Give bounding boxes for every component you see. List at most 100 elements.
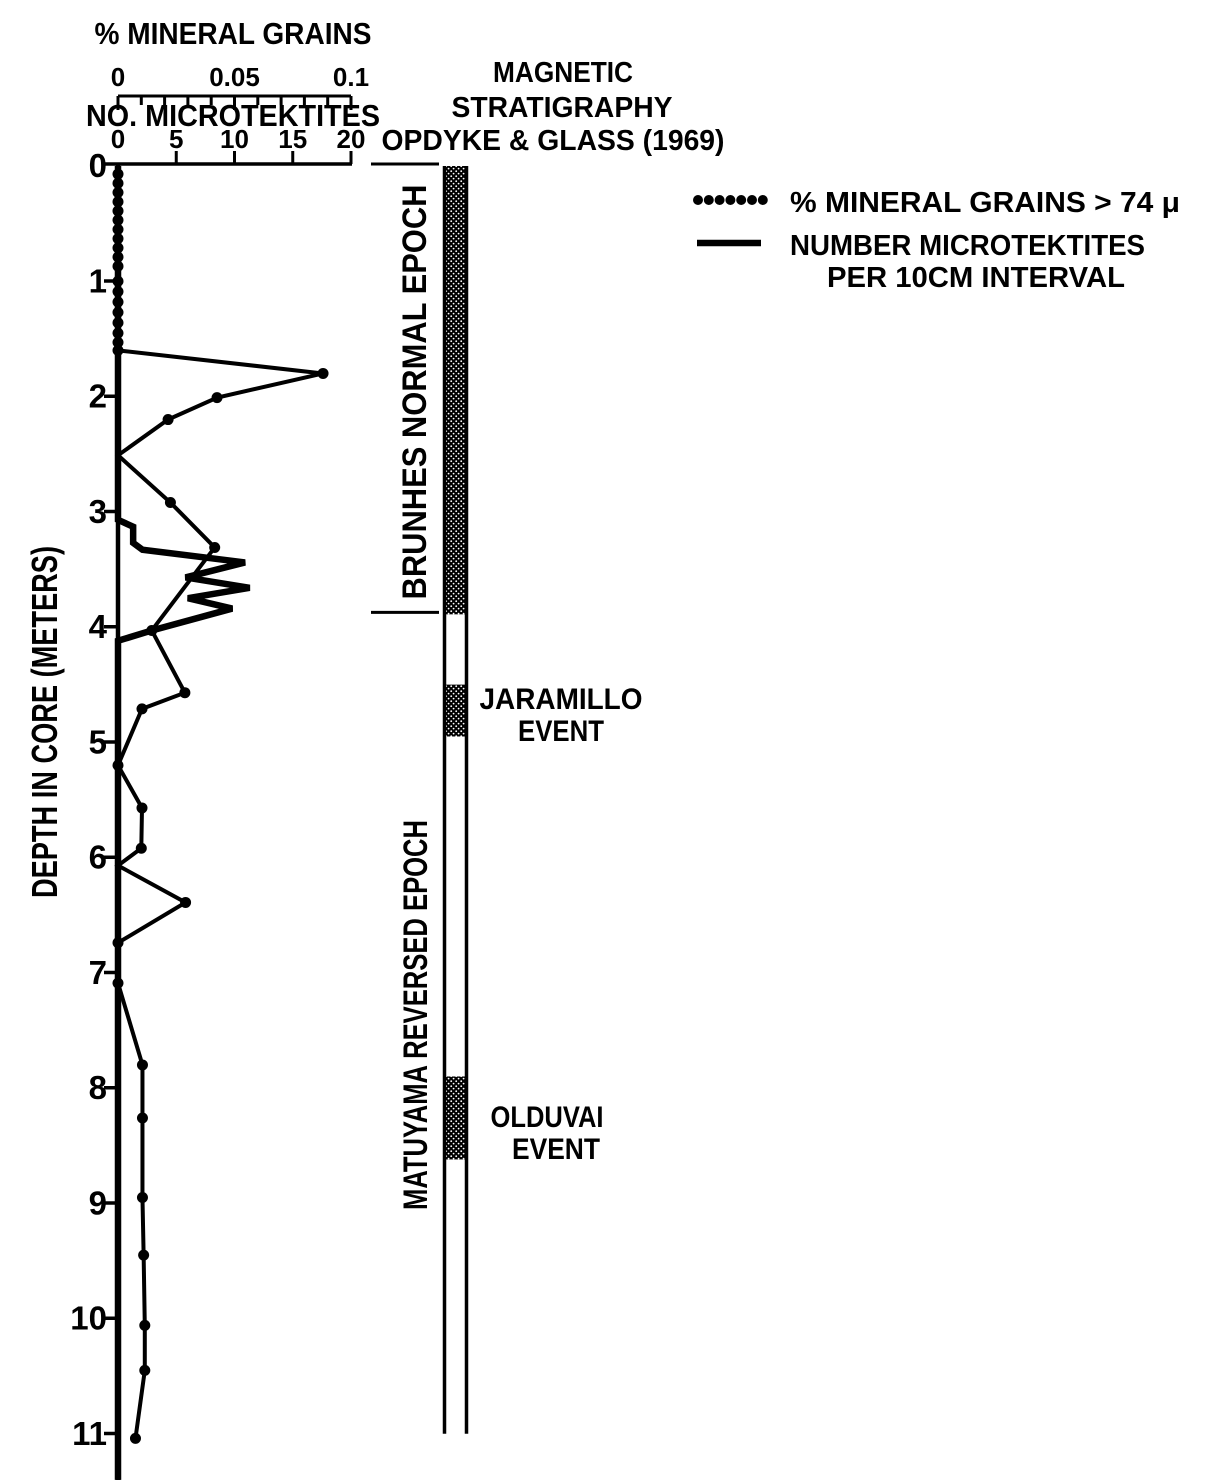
mineral-grains-data-point — [138, 1249, 150, 1261]
olduvai-event-label-line2: EVENT — [512, 1133, 600, 1166]
depth-axis-title: DEPTH IN CORE (METERS) — [24, 546, 65, 898]
mineral-grains-data-point — [112, 260, 124, 272]
curves-layer — [112, 166, 329, 1480]
mineral-grains-data-point — [112, 759, 124, 771]
strat-header-line1: MAGNETIC — [493, 57, 633, 89]
jaramillo-event-label-line2: EVENT — [518, 715, 604, 748]
mineral-grains-data-point — [112, 336, 124, 348]
event-fill-olduvai — [446, 1076, 465, 1160]
mineral-grains-data-point — [112, 977, 124, 989]
strat-header-line3: OPDYKE & GLASS (1969) — [382, 125, 725, 157]
depth-axis-tick-label: 6 — [89, 839, 107, 876]
mineral-grains-data-point — [112, 187, 124, 199]
matuyama-epoch-label: MATUYAMA REVERSED EPOCH — [397, 820, 435, 1210]
mineral-grains-data-point — [112, 251, 124, 263]
legend-dotted-line-symbol — [693, 195, 703, 205]
depth-axis-tick-label: 10 — [70, 1300, 107, 1337]
microtektites-axis-tick-label: 0 — [111, 124, 125, 154]
depth-axis-tick — [104, 1431, 117, 1436]
depth-axis-tick — [104, 1316, 117, 1320]
legend-dotted-line-symbol — [703, 195, 714, 205]
mineral-grains-data-point — [112, 306, 124, 318]
mineral-grains-data-point — [112, 344, 124, 356]
depth-axis-tick-label: 0 — [89, 147, 107, 184]
mineral-grains-data-point — [112, 223, 124, 235]
mineral-grains-data-point — [112, 196, 124, 208]
depth-axis-tick-label: 1 — [89, 262, 107, 299]
depth-axis-tick-label: 7 — [89, 954, 107, 991]
olduvai-event-label-line1: OLDUVAI — [491, 1101, 604, 1134]
mineral-grains-data-point — [112, 937, 124, 949]
mineral-grains-data-point — [136, 1191, 148, 1203]
depth-axis-tick — [104, 1201, 117, 1205]
depth-axis-tick — [104, 855, 117, 859]
curve-mineral-grains — [114, 168, 324, 1439]
mineral-grains-data-point — [180, 896, 192, 908]
mineral-grains-data-point — [162, 414, 174, 426]
mineral-grains-data-point — [209, 541, 221, 553]
mineral-axis-title: % MINERAL GRAINS — [95, 16, 372, 51]
mineral-grains-data-point — [129, 1432, 141, 1444]
mineral-axis-tick-label: 0.05 — [209, 62, 260, 92]
legend-dotted-line-symbol — [747, 195, 757, 205]
depth-axis-tick-label: 8 — [89, 1069, 107, 1106]
mineral-grains-data-point — [164, 497, 176, 509]
epoch-fill-brunhes — [446, 166, 465, 615]
mineral-grains-data-point — [112, 317, 124, 329]
strat-header-line2: STRATIGRAPHY — [452, 92, 673, 124]
depth-axis-tick-label: 11 — [72, 1415, 107, 1452]
legend-entry-microtektites-line2: PER 10CM INTERVAL — [827, 262, 1125, 294]
mineral-grains-data-point — [211, 392, 223, 404]
jaramillo-event-label-line1: JARAMILLO — [480, 683, 643, 716]
depth-axis-tick — [104, 279, 117, 283]
depth-axis-tick — [104, 740, 117, 744]
mineral-axis-tick-label: 0.1 — [333, 62, 369, 92]
stratigraphy-column-fills — [371, 162, 469, 1434]
mineral-grains-data-point — [135, 842, 147, 854]
legend-symbols — [693, 195, 768, 247]
mineral-grains-data-point — [136, 802, 148, 814]
mineral-grains-data-point — [179, 687, 191, 699]
depth-axis-tick-label: 4 — [89, 608, 108, 645]
microtektites-axis-tick-label: 10 — [220, 124, 249, 154]
depth-axis-tick — [104, 625, 117, 629]
microtektites-axis-tick-label: 20 — [337, 124, 366, 154]
mineral-grains-data-point — [136, 703, 148, 715]
mineral-grains-data-point — [112, 327, 124, 339]
microtektites-axis-title: NO. MICROTEKTITES — [86, 98, 380, 133]
mineral-grains-data-point — [112, 233, 124, 245]
depth-axis-tick-label: 3 — [89, 493, 107, 530]
mineral-grains-data-point — [136, 1059, 148, 1071]
mineral-grains-data-point — [317, 367, 329, 379]
depth-axis-tick-label: 9 — [89, 1184, 107, 1221]
depth-axis-tick — [104, 509, 117, 514]
depth-axis-tick — [104, 1086, 117, 1090]
depth-axis-tick-label: 2 — [89, 378, 107, 415]
legend-dotted-line-symbol — [757, 195, 768, 205]
mineral-grains-data-point — [112, 214, 124, 226]
depth-axis-tick — [104, 970, 117, 975]
depth-axis-tick-label: 5 — [89, 723, 107, 760]
legend-dotted-line-symbol — [736, 195, 747, 205]
brunhes-epoch-label: BRUNHES NORMAL EPOCH — [396, 185, 434, 600]
mineral-axis-tick-label: 0 — [111, 62, 125, 92]
legend-entry-microtektites-line1: NUMBER MICROTEKTITES — [790, 230, 1145, 262]
mineral-grains-data-point — [112, 205, 124, 217]
mineral-grains-data-point — [112, 177, 124, 189]
mineral-grains-data-point — [139, 1319, 151, 1331]
mineral-grains-data-point — [112, 275, 124, 287]
microtektites-axis-tick-label: 15 — [278, 124, 307, 154]
mineral-grains-data-point — [112, 242, 124, 254]
event-fill-jaramillo — [446, 684, 465, 737]
mineral-grains-data-point — [112, 168, 124, 180]
mineral-grains-data-point — [139, 1364, 151, 1376]
mineral-grains-data-point — [112, 296, 124, 308]
legend-dotted-line-symbol — [714, 195, 725, 205]
depth-axis-tick — [104, 394, 117, 398]
mineral-grains-data-point — [136, 1112, 148, 1124]
legend-entry-mineral-grains: % MINERAL GRAINS > 74 μ — [790, 187, 1180, 219]
mineral-grains-data-point — [112, 286, 124, 298]
legend-dotted-line-symbol — [725, 195, 736, 205]
